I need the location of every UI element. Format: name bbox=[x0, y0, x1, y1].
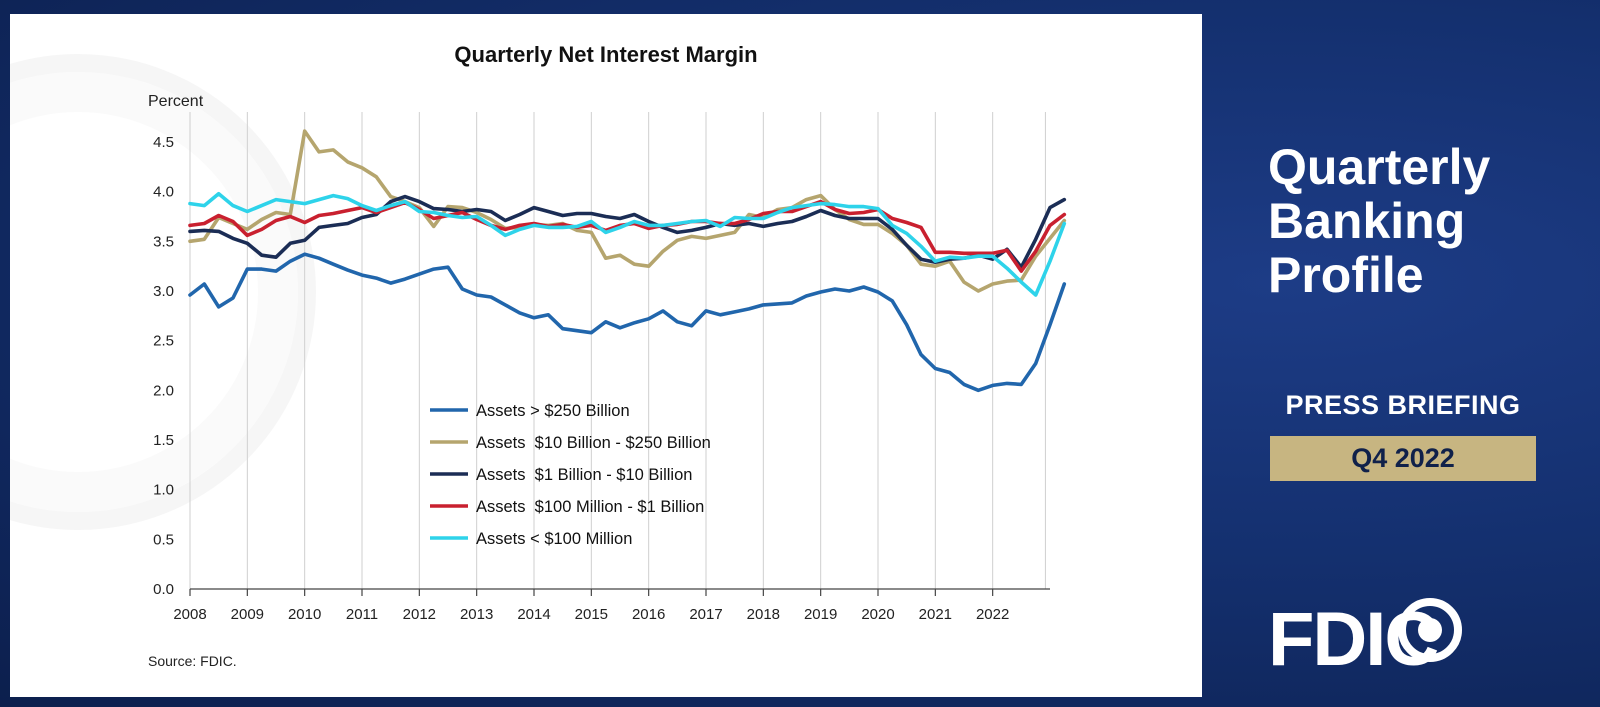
chart-panel: Quarterly Net Interest Margin 2008 2009 20… bbox=[10, 14, 1202, 697]
legend-label-2: Assets $10 Billion - $250 Billion bbox=[476, 434, 711, 452]
net-interest-margin-chart: 2008 2009 2010 2011 2012 2013 2014 2015 2016 2017… bbox=[148, 93, 1067, 669]
y-tick-label: 2.5 bbox=[153, 333, 174, 350]
legend-label-5: Assets < $100 Million bbox=[476, 530, 632, 548]
y-tick-label: 3.5 bbox=[153, 233, 174, 250]
y-tick-label: 2.0 bbox=[153, 382, 174, 399]
series-line-5 bbox=[188, 191, 1067, 297]
report-title-line-3: Profile bbox=[1268, 247, 1424, 303]
sidebar-panel: Quarterly Banking Profile PRESS BRIEFING… bbox=[1218, 0, 1600, 707]
chart-title: Quarterly Net Interest Margin bbox=[454, 42, 758, 67]
legend-label-4: Assets $100 Million - $1 Billion bbox=[476, 498, 704, 516]
x-tick-label: 2020 bbox=[861, 606, 894, 623]
x-tick-label: 2010 bbox=[288, 606, 321, 623]
series-line-2 bbox=[188, 129, 1067, 293]
y-tick-label: 0.0 bbox=[153, 581, 174, 598]
x-tick-label: 2008 bbox=[173, 606, 206, 623]
quarter-badge: Q4 2022 bbox=[1270, 436, 1536, 481]
report-title: Quarterly Banking Profile bbox=[1268, 140, 1490, 302]
x-tick-label: 2019 bbox=[804, 606, 837, 623]
series-line-1 bbox=[188, 252, 1067, 393]
legend-label-1: Assets > $250 Billion bbox=[476, 402, 630, 420]
x-tick-label: 2017 bbox=[689, 606, 722, 623]
x-tick-label: 2014 bbox=[517, 606, 550, 623]
y-tick-label: 1.5 bbox=[153, 432, 174, 449]
y-tick-label: 4.5 bbox=[153, 134, 174, 151]
x-tick-label: 2011 bbox=[346, 606, 378, 623]
report-title-line-2: Banking bbox=[1268, 193, 1466, 249]
y-tick-label: 1.0 bbox=[153, 482, 174, 499]
x-tick-label: 2018 bbox=[747, 606, 780, 623]
source-note: Source: FDIC. bbox=[148, 653, 237, 669]
x-tick-label: 2015 bbox=[575, 606, 608, 623]
y-tick-label: 3.0 bbox=[153, 283, 174, 300]
x-tick-label: 2013 bbox=[460, 606, 493, 623]
x-tick-label: 2012 bbox=[403, 606, 436, 623]
y-tick-label: 0.5 bbox=[153, 531, 174, 548]
fdic-seal-icon bbox=[1398, 598, 1462, 662]
legend-label-3: Assets $1 Billion - $10 Billion bbox=[476, 466, 692, 484]
x-tick-label: 2021 bbox=[919, 606, 952, 623]
x-tick-label: 2022 bbox=[976, 606, 1009, 623]
report-title-line-1: Quarterly bbox=[1268, 139, 1491, 195]
series-line-3 bbox=[188, 194, 1067, 269]
y-axis-label: Percent bbox=[148, 93, 204, 110]
y-tick-label: 4.0 bbox=[153, 184, 174, 201]
press-briefing-label: PRESS BRIEFING bbox=[1285, 390, 1521, 420]
x-tick-label: 2016 bbox=[632, 606, 665, 623]
x-tick-label: 2009 bbox=[231, 606, 264, 623]
